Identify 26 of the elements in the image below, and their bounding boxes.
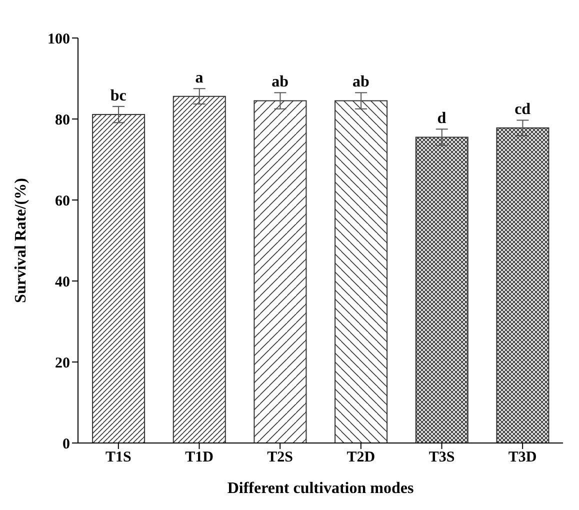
annotation: d [437,110,446,128]
x-axis-title: Different cultivation modes [227,480,414,497]
annotation: cd [514,101,531,118]
bar [92,114,146,443]
y-tick-label: 80 [55,112,70,128]
annotation: ab [352,74,370,91]
annotation: bc [110,87,126,104]
y-tick-label: 20 [55,355,70,372]
annotation: ab [272,74,289,91]
x-tick-label: T3D [508,450,537,466]
y-tick-label: 100 [48,31,70,48]
y-tick-label: 0 [62,436,70,452]
y-tick-label: 40 [55,274,70,290]
x-tick-label: T1D [185,450,214,466]
x-tick-label: T1S [105,450,132,466]
bar [334,100,388,443]
bar [172,96,226,443]
x-tick-label: T2D [346,450,376,466]
y-tick-label: 60 [55,193,70,210]
bar [415,136,468,443]
y-axis-title: Survival Rate/(%) [12,178,30,303]
bar [496,127,550,443]
bar [254,100,307,443]
annotation: a [195,70,204,87]
x-tick-label: T3S [428,450,455,466]
x-tick-label: T2S [267,450,294,466]
